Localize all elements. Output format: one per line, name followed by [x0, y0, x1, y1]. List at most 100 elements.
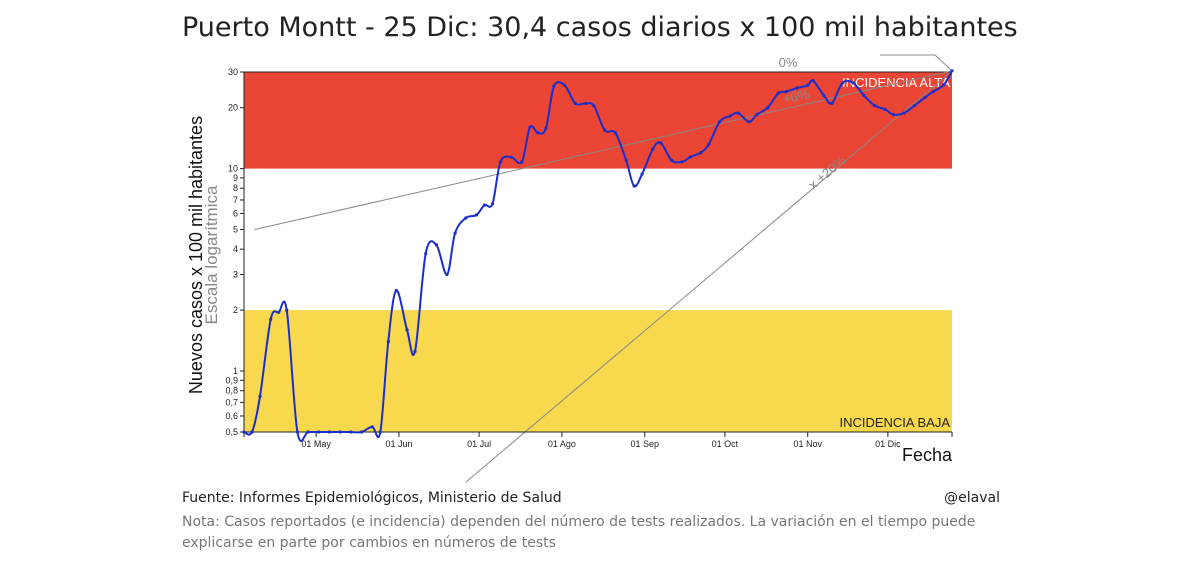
data-point	[394, 288, 398, 293]
data-point	[822, 93, 826, 97]
y-tick-label: 0,9	[225, 375, 238, 385]
x-tick-label: 01 Jul	[467, 439, 491, 449]
data-point	[931, 90, 935, 94]
data-point	[552, 84, 556, 88]
data-point	[942, 83, 946, 87]
data-point	[640, 172, 644, 176]
y-tick-label: 8	[233, 183, 238, 193]
x-axis: 01 May 01 Jun 01 Jul 01 Ago 01 Sep 01 Oct 01 N…	[243, 431, 953, 449]
data-point	[563, 83, 567, 87]
y-tick-label: 0,8	[225, 386, 238, 396]
data-point	[295, 430, 299, 434]
data-point	[718, 120, 722, 124]
x-tick-label: 01 Jun	[385, 439, 412, 449]
y-tick-label: 0,5	[225, 427, 238, 437]
data-point	[584, 101, 588, 105]
y-axis-sublabel: Escala logarítmica	[202, 185, 221, 324]
band-label-0: INCIDENCIA ALTA	[842, 75, 950, 90]
data-point	[913, 103, 917, 108]
y-tick-label: 9	[233, 173, 238, 183]
band-0	[244, 72, 952, 169]
data-point	[453, 231, 457, 235]
data-point	[669, 158, 674, 162]
data-point	[490, 202, 495, 206]
y-tick-label: 10	[228, 164, 238, 174]
data-point	[509, 155, 513, 159]
source-text: Fuente: Informes Epidemiológicos, Minist…	[182, 490, 562, 506]
x-tick-label: 01 Nov	[793, 439, 822, 449]
incidence-bands: INCIDENCIA ALTA INCIDENCIA BAJA	[244, 71, 952, 432]
data-point	[766, 106, 770, 110]
data-point	[688, 155, 692, 159]
data-point	[699, 151, 703, 155]
x-tick-label: 01 Dic	[875, 439, 901, 449]
data-point	[317, 430, 321, 434]
data-point	[624, 158, 628, 162]
x-tick-label: 01 Oct	[712, 439, 739, 449]
data-point	[544, 126, 548, 130]
band-1	[244, 310, 952, 432]
x-axis-label: Fecha	[902, 445, 953, 465]
data-point	[736, 111, 740, 115]
data-point	[755, 112, 759, 117]
data-point	[277, 310, 281, 314]
y-tick-label: 30	[228, 67, 238, 77]
data-point	[285, 308, 289, 312]
data-point	[707, 142, 711, 146]
data-point	[573, 101, 577, 105]
x-tick-label: 01 Sep	[630, 439, 659, 449]
data-point	[811, 79, 815, 83]
data-point	[862, 93, 866, 97]
note-text: Nota: Casos reportados (e incidencia) de…	[182, 514, 976, 551]
page-title: Puerto Montt - 25 Dic: 30,4 casos diario…	[182, 12, 1018, 43]
data-point	[445, 272, 449, 277]
data-point	[360, 430, 364, 434]
data-point	[520, 160, 524, 164]
y-tick-label: 0,7	[225, 397, 238, 407]
data-point	[747, 120, 751, 124]
data-point	[651, 147, 655, 151]
data-point	[891, 112, 895, 117]
y-tick-label: 0,6	[225, 411, 238, 421]
data-point	[830, 101, 834, 105]
y-tick-label: 5	[233, 225, 238, 235]
data-point	[474, 213, 478, 217]
data-point	[405, 328, 409, 332]
data-point	[806, 83, 810, 87]
ref-label-0pct: 0%	[779, 55, 798, 70]
ref-line-0pct-leader	[934, 54, 953, 72]
x-tick-label: 01 May	[301, 439, 331, 449]
data-point	[258, 394, 262, 398]
author-handle: @elaval	[944, 490, 1000, 506]
data-point	[680, 160, 684, 164]
data-point	[851, 81, 855, 85]
ref-line-2	[465, 70, 953, 483]
y-tick-label: 2	[233, 305, 238, 315]
data-point	[413, 349, 417, 353]
data-point	[632, 184, 636, 188]
data-point	[923, 95, 927, 99]
data-point	[370, 425, 374, 429]
data-point	[327, 430, 332, 434]
y-tick-label: 6	[233, 209, 238, 219]
data-point	[659, 141, 663, 145]
data-point	[784, 90, 789, 94]
data-point	[528, 125, 532, 129]
series	[242, 69, 954, 442]
data-point	[306, 430, 310, 434]
data-point	[728, 114, 732, 118]
data-point	[349, 430, 353, 434]
data-point	[498, 160, 503, 164]
data-point	[950, 69, 954, 73]
x-tick-label: 01 Ago	[548, 439, 576, 449]
data-point	[902, 111, 906, 115]
data-point	[250, 430, 254, 434]
data-point	[883, 107, 887, 111]
data-point	[386, 339, 390, 344]
band-label-1: INCIDENCIA BAJA	[839, 415, 950, 430]
data-point	[603, 128, 607, 132]
data-point	[795, 86, 799, 90]
data-point	[464, 216, 468, 220]
